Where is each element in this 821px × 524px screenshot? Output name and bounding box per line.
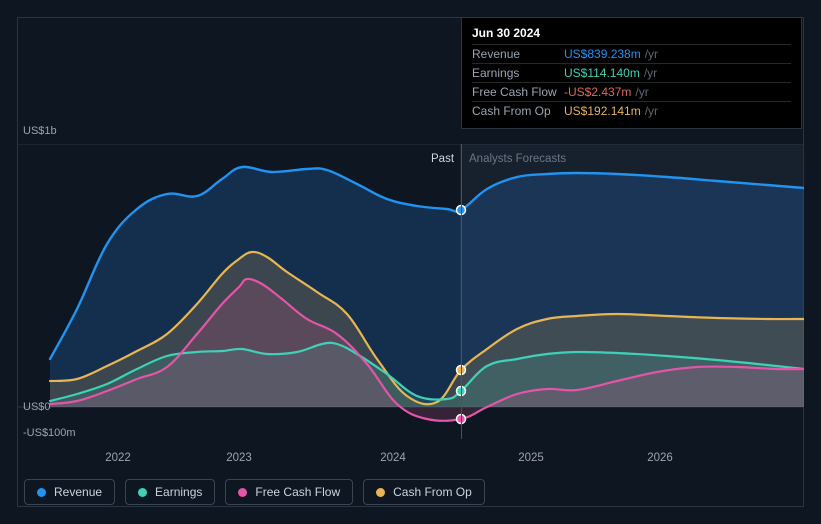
y-axis-label: US$1b bbox=[23, 125, 57, 137]
tooltip-unit: /yr bbox=[645, 47, 658, 61]
tooltip-value: US$114.140m bbox=[564, 66, 640, 80]
tooltip-value: US$839.238m bbox=[564, 47, 641, 61]
y-axis-label: -US$100m bbox=[23, 427, 76, 439]
tooltip-label: Earnings bbox=[472, 66, 564, 80]
legend-item-earnings[interactable]: Earnings bbox=[125, 479, 215, 505]
legend-swatch bbox=[138, 488, 147, 497]
tooltip-date: Jun 30 2024 bbox=[472, 26, 791, 44]
y-axis-label: US$0 bbox=[23, 401, 51, 413]
marker-vertical-line bbox=[461, 144, 462, 439]
chart-tooltip: Jun 30 2024 RevenueUS$839.238m/yrEarning… bbox=[461, 17, 802, 129]
tooltip-row: Free Cash Flow-US$2.437m/yr bbox=[472, 82, 791, 101]
x-axis-label: 2022 bbox=[105, 452, 131, 464]
legend-item-cash-from-op[interactable]: Cash From Op bbox=[363, 479, 485, 505]
legend-item-revenue[interactable]: Revenue bbox=[24, 479, 115, 505]
tooltip-value: US$192.141m bbox=[564, 104, 641, 118]
tooltip-unit: /yr bbox=[645, 104, 658, 118]
legend-label: Earnings bbox=[155, 485, 202, 499]
legend-label: Free Cash Flow bbox=[255, 485, 340, 499]
tooltip-unit: /yr bbox=[644, 66, 657, 80]
tooltip-row: EarningsUS$114.140m/yr bbox=[472, 63, 791, 82]
legend-swatch bbox=[238, 488, 247, 497]
tooltip-label: Free Cash Flow bbox=[472, 85, 564, 99]
chart-plot bbox=[17, 144, 804, 439]
tooltip-value: -US$2.437m bbox=[564, 85, 631, 99]
x-axis-label: 2026 bbox=[647, 452, 673, 464]
tooltip-row: Cash From OpUS$192.141m/yr bbox=[472, 101, 791, 120]
legend-item-free-cash-flow[interactable]: Free Cash Flow bbox=[225, 479, 353, 505]
legend-label: Revenue bbox=[54, 485, 102, 499]
x-axis-label: 2025 bbox=[518, 452, 544, 464]
past-region-label: Past bbox=[431, 153, 454, 165]
forecast-region-label: Analysts Forecasts bbox=[469, 153, 566, 165]
legend-label: Cash From Op bbox=[393, 485, 472, 499]
legend: Revenue Earnings Free Cash Flow Cash From O… bbox=[24, 479, 485, 505]
tooltip-label: Revenue bbox=[472, 47, 564, 61]
x-axis-label: 2024 bbox=[380, 452, 406, 464]
legend-swatch bbox=[376, 488, 385, 497]
tooltip-row: RevenueUS$839.238m/yr bbox=[472, 44, 791, 63]
x-axis-label: 2023 bbox=[226, 452, 252, 464]
tooltip-label: Cash From Op bbox=[472, 104, 564, 118]
tooltip-unit: /yr bbox=[635, 85, 648, 99]
legend-swatch bbox=[37, 488, 46, 497]
